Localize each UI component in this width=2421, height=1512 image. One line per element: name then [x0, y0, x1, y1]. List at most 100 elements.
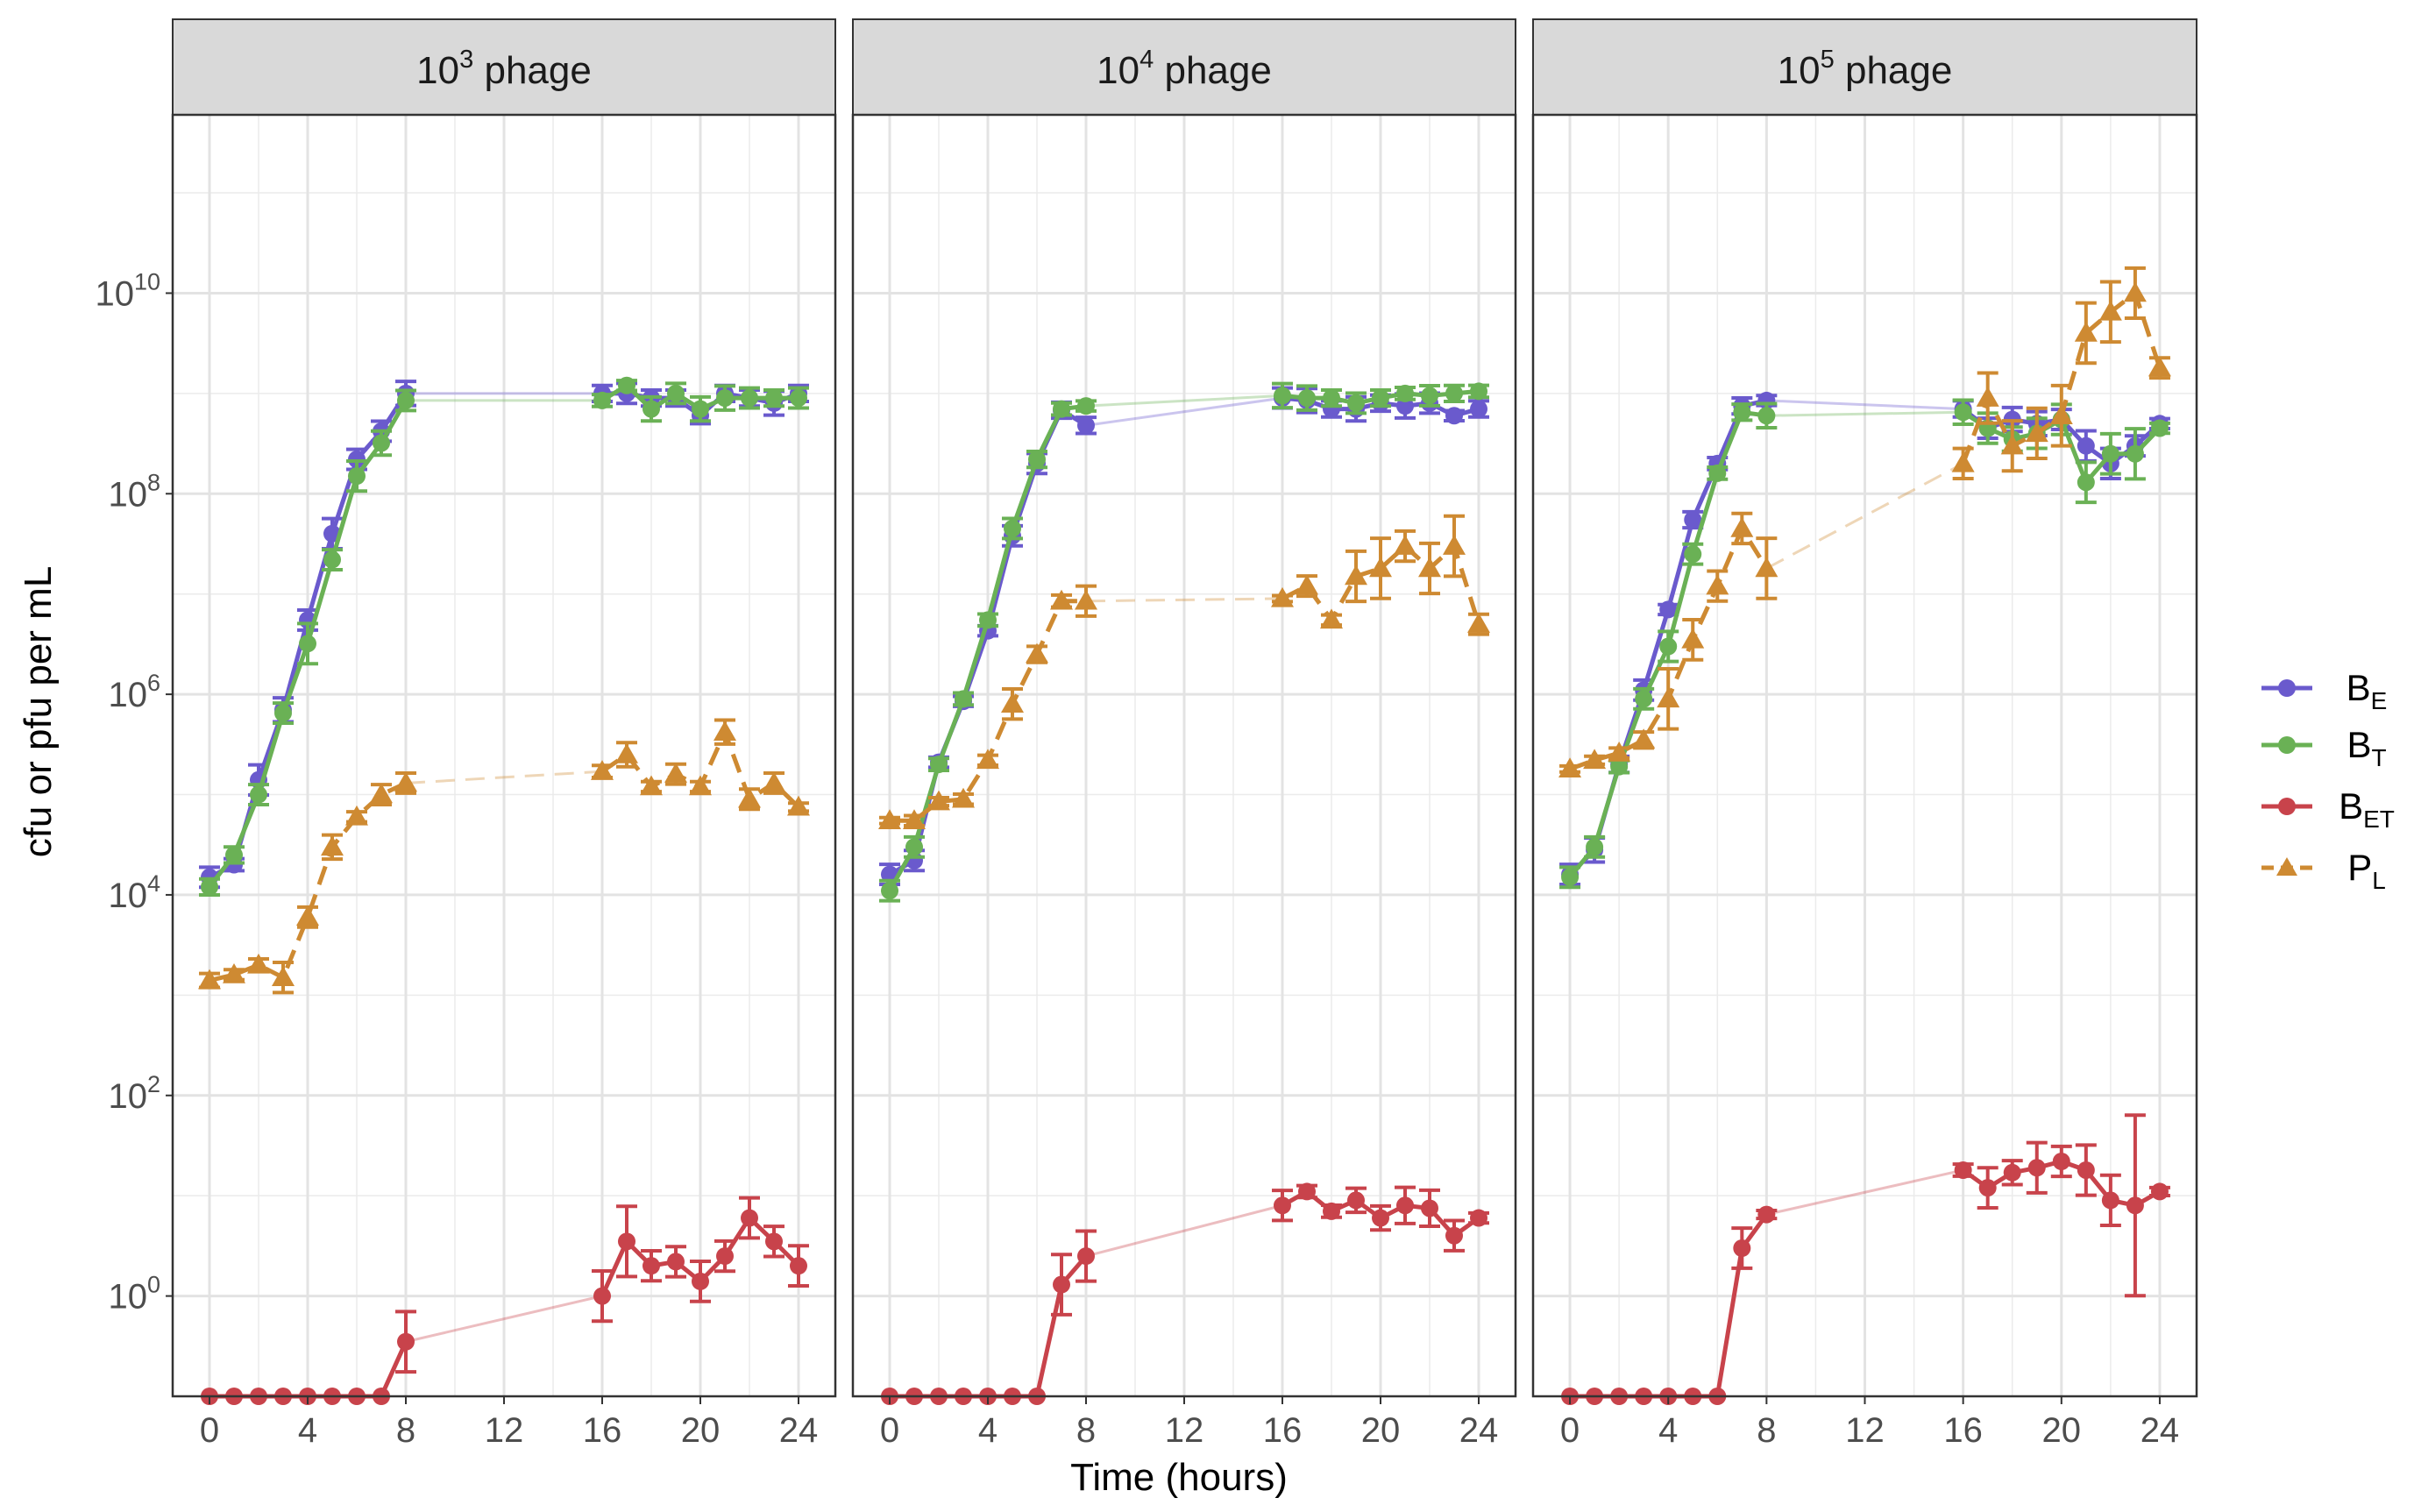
data-point	[2123, 281, 2147, 302]
data-point	[1077, 1247, 1095, 1266]
data-point	[2148, 356, 2171, 377]
data-point	[790, 389, 807, 408]
data-point	[1757, 1205, 1776, 1224]
legend-item-P_L: PL	[2261, 847, 2386, 894]
series-layer	[1558, 266, 2171, 1405]
x-tick-label: 20	[681, 1411, 721, 1450]
data-point	[1951, 451, 1975, 472]
data-point	[272, 966, 295, 986]
x-tick-label: 12	[485, 1411, 524, 1450]
data-point	[643, 1257, 660, 1275]
series-B_T	[199, 376, 809, 898]
series-P_L	[878, 514, 1490, 829]
data-point	[716, 389, 734, 408]
data-point	[198, 969, 221, 990]
data-point	[1681, 628, 1705, 649]
series-B_T	[1559, 398, 2170, 890]
data-point	[323, 550, 341, 569]
x-tick-label: 8	[396, 1411, 415, 1450]
data-point	[1443, 535, 1466, 555]
data-point	[1954, 403, 1972, 422]
data-point	[667, 384, 685, 402]
data-point	[1610, 757, 1629, 776]
data-point	[1684, 510, 1702, 529]
data-point	[2077, 1161, 2095, 1179]
data-point	[2049, 404, 2073, 424]
facet-panel: 105 phage 0 4 8 12 16 20 24	[1531, 18, 2198, 1450]
data-point	[1561, 868, 1580, 886]
data-point	[1978, 1179, 1997, 1197]
data-point	[1632, 728, 1656, 749]
data-point	[1320, 608, 1343, 629]
y-tick-label: 104	[108, 870, 160, 915]
data-point	[1077, 416, 1095, 435]
data-point	[593, 391, 611, 409]
y-tick-label: 102	[108, 1071, 160, 1116]
x-tick-label: 12	[1845, 1411, 1885, 1450]
series-B_ET	[1561, 1113, 2170, 1405]
data-point	[321, 835, 344, 856]
data-point	[1421, 1199, 1438, 1217]
data-point	[1418, 557, 1441, 578]
data-point	[976, 749, 999, 770]
y-tick-label: 106	[108, 670, 160, 714]
data-point	[1345, 564, 1367, 586]
series-B_T	[879, 381, 1489, 903]
data-point	[1733, 1239, 1751, 1257]
legend-item-B_ET: BET	[2261, 785, 2395, 833]
x-tick-label: 8	[1757, 1411, 1776, 1450]
data-point	[1583, 749, 1607, 770]
gap-connector	[1085, 396, 1283, 427]
facet-strip	[1532, 18, 2197, 116]
data-point	[1396, 1196, 1414, 1215]
data-point	[878, 809, 901, 829]
data-point	[1001, 692, 1024, 713]
gap-connector	[1085, 394, 1283, 408]
data-point	[881, 882, 898, 900]
data-point	[1347, 394, 1365, 412]
data-point	[1298, 389, 1316, 408]
legend-item-B_E: BE	[2261, 667, 2387, 714]
series-layer	[878, 381, 1490, 1405]
facet-strip-label: 105 phage	[1778, 46, 1953, 92]
data-point	[274, 704, 292, 722]
data-point	[299, 635, 316, 653]
legend-key-marker	[2276, 857, 2297, 876]
data-point	[765, 1232, 783, 1251]
data-point	[1050, 589, 1073, 610]
data-point	[2098, 300, 2122, 321]
data-point	[1298, 1182, 1316, 1201]
data-point	[1445, 407, 1463, 425]
data-point	[2126, 444, 2144, 463]
gap-connector	[1085, 1203, 1283, 1258]
data-point	[618, 1232, 635, 1251]
data-point	[223, 962, 245, 983]
data-point	[1296, 574, 1318, 595]
data-point	[952, 787, 975, 808]
legend-key-marker	[2278, 736, 2296, 754]
y-tick-label: 1010	[95, 268, 160, 313]
y-tick-label: 100	[108, 1272, 160, 1317]
data-point	[643, 400, 660, 418]
series-P_L	[198, 718, 810, 995]
facet-strip-label: 104 phage	[1097, 46, 1272, 92]
data-point	[1369, 557, 1392, 578]
data-point	[345, 805, 368, 826]
data-point	[1445, 384, 1463, 402]
data-point	[2101, 1191, 2119, 1210]
panels-layer: 103 phage 0 4 8 12 16 20 24 104 phage 0 4 8 12 16 20 24…	[171, 18, 2198, 1450]
data-point	[1274, 387, 1291, 405]
data-point	[1608, 742, 1631, 762]
legend-key-marker	[2278, 798, 2296, 815]
data-point	[2027, 1159, 2046, 1177]
data-point	[2101, 444, 2119, 463]
data-point	[348, 467, 366, 486]
data-point	[692, 400, 709, 418]
gap-connector	[1765, 462, 1964, 570]
data-point	[1470, 400, 1487, 418]
data-point	[716, 1247, 734, 1266]
legend-label: BT	[2346, 724, 2386, 771]
x-tick-label: 16	[1943, 1411, 1983, 1450]
data-point	[640, 775, 663, 796]
